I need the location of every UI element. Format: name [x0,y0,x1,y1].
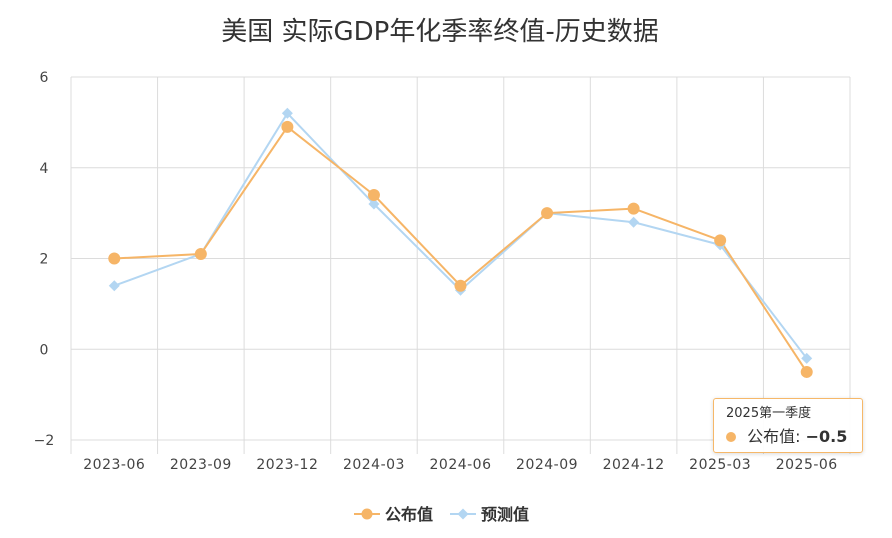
data-point[interactable] [714,234,727,247]
x-axis: 2023-06 2023-09 2023-12 2024-03 2024-06 2024-… [83,457,837,473]
x-tick-label: 2023-09 [170,457,232,473]
x-tick-label: 2024-12 [603,457,665,473]
tooltip-series-label: 公布值: [747,427,801,446]
tooltip: 2025第一季度 公布值: −0.5 [713,398,863,453]
x-tick-label: 2025-03 [689,457,751,473]
series-line [114,125,808,373]
series-lines [113,112,808,373]
series-line [113,112,808,359]
y-tick-label: 2 [40,252,49,268]
legend-marker [361,508,373,520]
data-point[interactable] [541,207,554,220]
x-tick-label: 2024-09 [516,457,578,473]
tooltip-series-dot [726,432,736,442]
y-tick-label: 4 [40,161,49,177]
chart-title: 美国 实际GDP年化季率终值-历史数据 [221,17,659,47]
y-tick-label: −2 [34,433,55,449]
x-tick-label: 2024-03 [343,457,405,473]
data-point[interactable] [800,365,813,378]
y-tick-label: 6 [40,70,49,86]
data-point[interactable] [194,247,207,260]
tooltip-header: 2025第一季度 [726,406,812,421]
data-point[interactable] [108,252,121,265]
data-point[interactable] [627,202,640,215]
data-point[interactable] [281,120,294,133]
x-tick-label: 2023-12 [256,457,318,473]
legend-item[interactable]: 预测值 [450,505,529,524]
series-markers [108,107,813,378]
data-point[interactable] [454,279,467,292]
x-tick-label: 2025-06 [776,457,838,473]
legend-marker [457,508,469,520]
legend-label: 公布值 [385,505,433,524]
y-axis: 6 4 2 0 −2 [34,70,55,449]
data-point[interactable] [368,198,380,210]
legend[interactable]: 公布值 预测值 [354,505,529,524]
x-tick-label: 2024-06 [430,457,492,473]
legend-label: 预测值 [481,505,529,524]
legend-item[interactable]: 公布值 [354,505,433,524]
data-point[interactable] [628,216,640,228]
data-point[interactable] [367,188,380,201]
data-point[interactable] [281,107,293,119]
y-tick-label: 0 [40,342,49,358]
x-tick-label: 2023-06 [83,457,145,473]
data-point[interactable] [108,280,120,292]
tooltip-value: −0.5 [805,427,848,446]
tooltip-row: 公布值: −0.5 [726,427,862,447]
data-point[interactable] [801,352,813,364]
